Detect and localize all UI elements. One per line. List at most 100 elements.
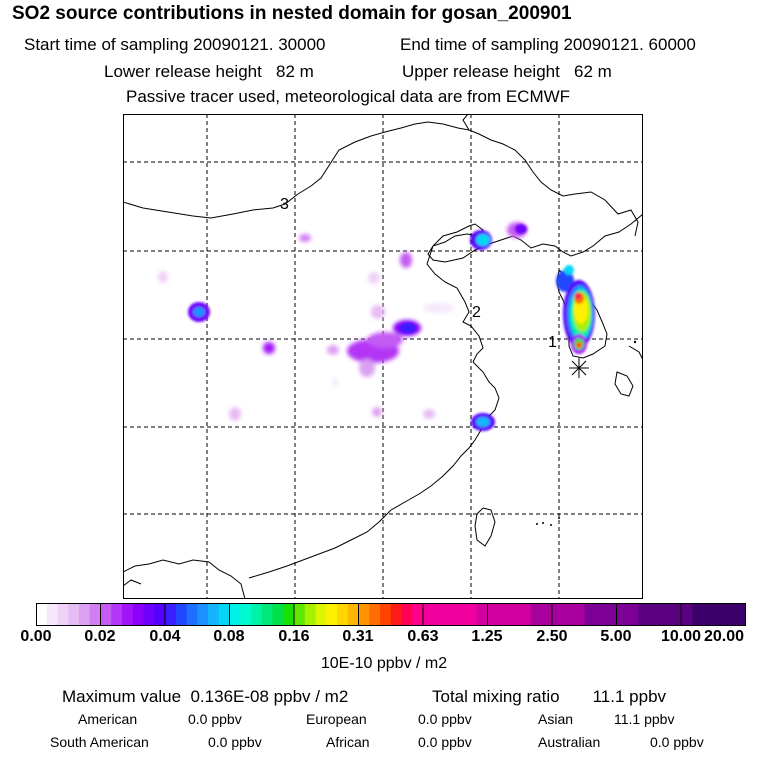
colorbar-tick-label: 20.00 <box>703 628 745 645</box>
colorbar-cell <box>186 603 198 626</box>
colorbar-cells <box>36 603 746 626</box>
colorbar-cell <box>100 603 112 626</box>
plume <box>299 234 311 242</box>
american-label: American <box>78 711 138 727</box>
european-label: European <box>306 711 367 727</box>
lower-release-height: Lower release height 82 m <box>104 62 314 81</box>
colorbar-cell <box>380 603 392 626</box>
korea-plume <box>556 265 595 354</box>
end-time: End time of sampling 20090121. 60000 <box>400 35 696 54</box>
colorbar-cell <box>89 603 101 626</box>
colorbar-cell <box>154 603 166 626</box>
european-value: 0.0 ppbv <box>418 711 472 727</box>
hotspot <box>476 234 490 246</box>
hotspot <box>515 224 527 234</box>
australian-value: 0.0 ppbv <box>650 734 704 750</box>
colorbar-cell <box>208 603 220 626</box>
island <box>550 524 552 526</box>
colorbar-tick-label: 0.04 <box>149 628 181 645</box>
colorbar-cell <box>412 603 424 626</box>
colorbar-cell <box>638 603 693 626</box>
colorbar-cell <box>401 603 413 626</box>
manchuria-border <box>462 114 639 237</box>
plume <box>332 377 338 387</box>
plume <box>423 409 435 419</box>
plume <box>229 407 241 421</box>
island <box>558 517 560 519</box>
african-label: African <box>326 734 370 750</box>
plume-level <box>576 342 582 348</box>
colorbar-tick-label: 0.63 <box>407 628 439 645</box>
plume <box>423 303 455 313</box>
colorbar-cell <box>229 603 241 626</box>
plume-level <box>575 293 581 299</box>
colorbar-dividers <box>100 603 682 626</box>
plume <box>263 342 275 354</box>
colorbar-cell <box>692 603 746 626</box>
china-coast-north <box>426 213 643 363</box>
colorbar-cell <box>304 603 316 626</box>
hotspot <box>400 323 416 333</box>
colorbar-tick-label: 0.08 <box>213 628 245 645</box>
small-islands <box>536 340 637 526</box>
colorbar-cell <box>197 603 209 626</box>
island <box>536 523 538 525</box>
colorbar-cell <box>423 603 478 626</box>
colorbar-cell <box>283 603 295 626</box>
colorbar-cell <box>122 603 134 626</box>
colorbar-cell <box>36 603 48 626</box>
colorbar-cell <box>46 603 58 626</box>
colorbar-cell <box>111 603 123 626</box>
plume <box>371 305 385 319</box>
colorbar-frame <box>36 603 746 626</box>
colorbar-cell <box>261 603 273 626</box>
colorbar-cell <box>358 603 370 626</box>
plume <box>367 332 403 348</box>
colorbar-cell <box>218 603 230 626</box>
plume-level <box>564 265 574 275</box>
hotspot <box>476 417 490 427</box>
colorbar-cell <box>143 603 155 626</box>
plume-level <box>556 270 574 292</box>
hainan-hint <box>123 579 142 587</box>
upper-release-height: Upper release height 62 m <box>402 62 612 81</box>
plume-layer <box>158 222 527 421</box>
colorbar-cell <box>337 603 349 626</box>
hotspot-layer <box>188 224 527 431</box>
taiwan <box>474 507 496 547</box>
plot-title: SO2 source contributions in nested domai… <box>12 3 572 24</box>
colorbar-cell <box>175 603 187 626</box>
south-american-value: 0.0 ppbv <box>208 734 262 750</box>
start-time: Start time of sampling 20090121. 30000 <box>24 35 326 54</box>
colorbar-cell <box>272 603 284 626</box>
plume <box>372 407 382 417</box>
map-frame <box>123 114 643 599</box>
colorbar-cell <box>347 603 359 626</box>
southwest-border <box>123 559 246 599</box>
colorbar-cell <box>369 603 381 626</box>
colorbar-tick-label: 5.00 <box>600 628 632 645</box>
colorbar-tick-label: 0.02 <box>84 628 116 645</box>
hotspot <box>193 307 205 317</box>
colorbar-cell <box>132 603 144 626</box>
colorbar-cell <box>390 603 402 626</box>
colorbar-cell <box>68 603 80 626</box>
colorbar-tick-label: 2.50 <box>536 628 568 645</box>
american-value: 0.0 ppbv <box>188 711 242 727</box>
colorbar-tick-label: 10.00 <box>660 628 702 645</box>
asian-value: 11.1 ppbv <box>614 711 675 727</box>
map-panel: 3 2 1 <box>123 114 643 599</box>
plume <box>327 345 339 355</box>
colorbar-cell <box>251 603 263 626</box>
colorbar-cell <box>584 603 639 626</box>
plume <box>158 271 168 283</box>
total-mixing-ratio: Total mixing ratio 11.1 ppbv <box>432 687 667 706</box>
japan-kyushu <box>614 345 643 397</box>
colorbar <box>36 603 746 626</box>
plume <box>400 252 412 268</box>
colorbar-units: 10E-10 ppbv / m2 <box>320 655 448 672</box>
colorbar-tick-label: 0.31 <box>342 628 374 645</box>
colorbar-cell <box>240 603 252 626</box>
mongolia-border <box>123 121 470 219</box>
colorbar-cell <box>315 603 327 626</box>
